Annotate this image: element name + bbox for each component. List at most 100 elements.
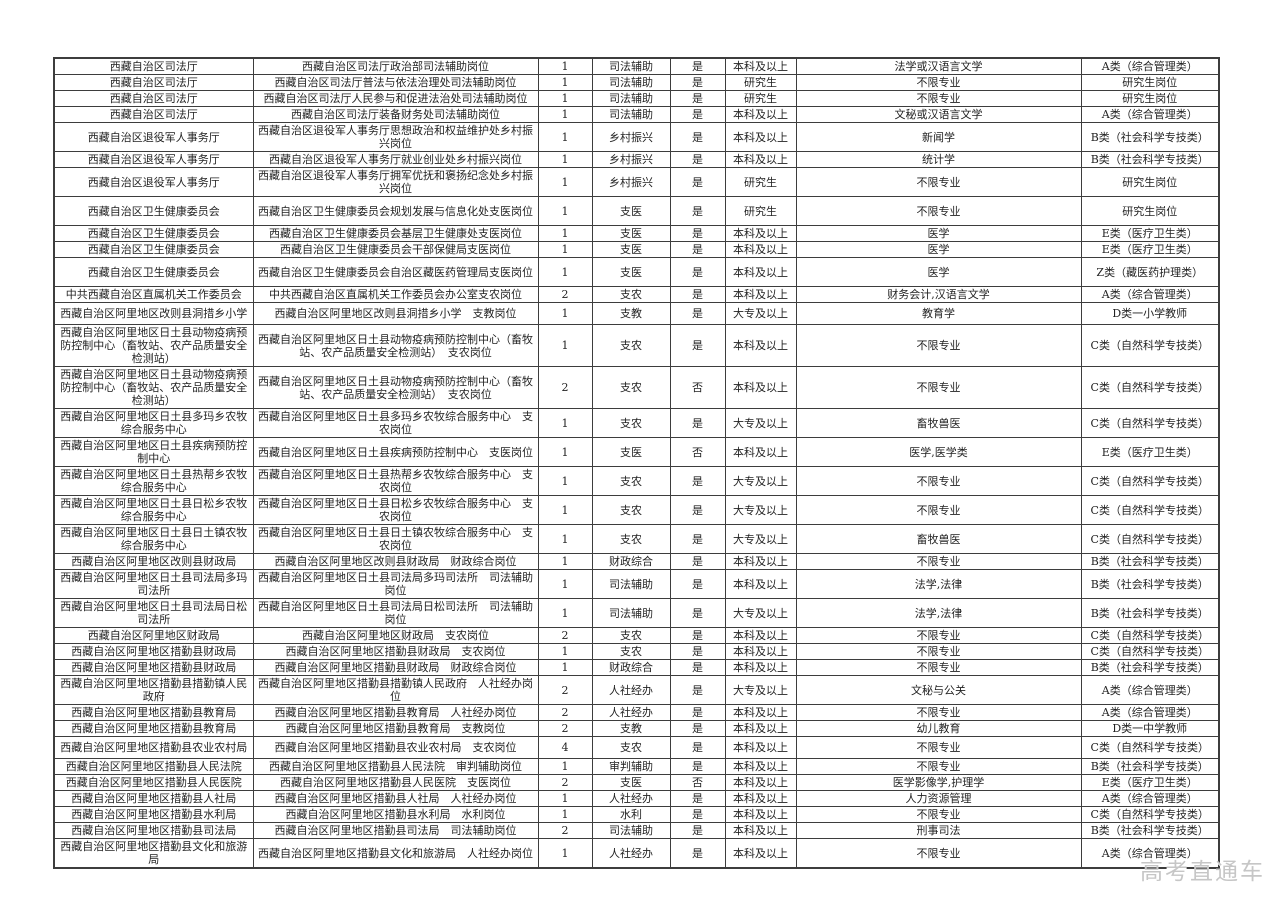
cell-major: 畜牧兽医 [795,524,1082,554]
cell-unit: 西藏自治区阿里地区措勤县措勤镇人民政府 [53,675,254,705]
cell-targeted-flag: 是 [669,151,726,168]
cell-post-type: 支医 [591,196,671,226]
cell-exam-category: 研究生岗位 [1080,167,1220,197]
cell-position-name: 西藏自治区阿里地区改则县洞措乡小学 支教岗位 [252,302,539,325]
cell-targeted-flag: 是 [669,704,726,721]
cell-unit: 西藏自治区阿里地区改则县洞措乡小学 [53,302,254,325]
cell-exam-category: C类（自然科学专技类） [1080,736,1220,759]
cell-unit: 西藏自治区阿里地区措勤县财政局 [53,659,254,676]
cell-education: 大专及以上 [724,524,797,554]
cell-openings: 1 [537,553,593,570]
cell-position-name: 西藏自治区卫生健康委员会规划发展与信息化处支医岗位 [252,196,539,226]
cell-position-name: 西藏自治区阿里地区措勤县人民法院 审判辅助岗位 [252,758,539,775]
cell-post-type: 财政综合 [591,553,671,570]
cell-education: 本科及以上 [724,659,797,676]
table-row: 西藏自治区阿里地区措勤县司法局 西藏自治区阿里地区措勤县司法局 司法辅助岗位 2 司法… [53,822,1220,839]
table-row: 西藏自治区阿里地区措勤县教育局 西藏自治区阿里地区措勤县教育局 支教岗位 2 支教是本… [53,720,1220,737]
cell-education: 本科及以上 [724,286,797,303]
cell-targeted-flag: 是 [669,106,726,123]
cell-position-name: 西藏自治区阿里地区措勤县农业农村局 支农岗位 [252,736,539,759]
cell-unit: 西藏自治区卫生健康委员会 [53,257,254,287]
cell-education: 本科及以上 [724,106,797,123]
table-row: 西藏自治区阿里地区措勤县财政局 西藏自治区阿里地区措勤县财政局 财政综合岗位 1 财政… [53,659,1220,676]
cell-unit: 西藏自治区阿里地区财政局 [53,627,254,644]
table-row: 西藏自治区阿里地区日土县动物疫病预防控制中心（畜牧站、农产品质量安全检测站） 西藏… [53,366,1220,409]
cell-post-type: 支教 [591,302,671,325]
cell-position-name: 西藏自治区阿里地区措勤县教育局 支教岗位 [252,720,539,737]
cell-education: 本科及以上 [724,774,797,791]
cell-targeted-flag: 是 [669,57,726,75]
cell-major: 医学 [795,257,1082,287]
cell-major: 法学或汉语言文学 [795,57,1082,75]
cell-targeted-flag: 是 [669,790,726,807]
cell-post-type: 支医 [591,225,671,242]
table-row: 西藏自治区卫生健康委员会 西藏自治区卫生健康委员会自治区藏医药管理局支医岗位 1 支医… [53,257,1220,287]
cell-major: 不限专业 [795,495,1082,525]
cell-education: 本科及以上 [724,553,797,570]
cell-unit: 西藏自治区司法厅 [53,74,254,91]
table-row: 西藏自治区阿里地区日土县动物疫病预防控制中心（畜牧站、农产品质量安全检测站） 西藏… [53,324,1220,367]
cell-post-type: 乡村振兴 [591,122,671,152]
cell-position-name: 西藏自治区退役军人事务厅拥军优抚和褒扬纪念处乡村振兴岗位 [252,167,539,197]
table-row: 西藏自治区阿里地区改则县洞措乡小学 西藏自治区阿里地区改则县洞措乡小学 支教岗位 1… [53,302,1220,325]
cell-post-type: 人社经办 [591,790,671,807]
cell-openings: 1 [537,225,593,242]
cell-education: 大专及以上 [724,495,797,525]
cell-post-type: 支农 [591,736,671,759]
cell-targeted-flag: 是 [669,598,726,628]
cell-targeted-flag: 是 [669,627,726,644]
table-row: 西藏自治区阿里地区措勤县文化和旅游局 西藏自治区阿里地区措勤县文化和旅游局 人社经… [53,838,1220,869]
cell-targeted-flag: 是 [669,569,726,599]
cell-openings: 2 [537,675,593,705]
cell-position-name: 西藏自治区阿里地区措勤县财政局 财政综合岗位 [252,659,539,676]
cell-major: 文秘与公关 [795,675,1082,705]
cell-major: 医学 [795,241,1082,258]
table-row: 西藏自治区阿里地区措勤县措勤镇人民政府 西藏自治区阿里地区措勤县措勤镇人民政府 人… [53,675,1220,705]
cell-post-type: 支农 [591,466,671,496]
cell-post-type: 支农 [591,408,671,438]
cell-openings: 1 [537,90,593,107]
cell-position-name: 西藏自治区阿里地区措勤县水利局 水利岗位 [252,806,539,823]
cell-targeted-flag: 是 [669,74,726,91]
cell-exam-category: C类（自然科学专技类） [1080,466,1220,496]
cell-targeted-flag: 是 [669,167,726,197]
cell-unit: 西藏自治区卫生健康委员会 [53,196,254,226]
cell-openings: 1 [537,74,593,91]
cell-openings: 1 [537,659,593,676]
cell-exam-category: B类（社会科学专技类） [1080,822,1220,839]
cell-major: 刑事司法 [795,822,1082,839]
cell-openings: 2 [537,720,593,737]
cell-post-type: 支农 [591,324,671,367]
cell-targeted-flag: 是 [669,122,726,152]
cell-major: 医学,医学类 [795,437,1082,467]
cell-education: 本科及以上 [724,324,797,367]
cell-unit: 西藏自治区阿里地区改则县财政局 [53,553,254,570]
cell-exam-category: B类（社会科学专技类） [1080,659,1220,676]
cell-position-name: 西藏自治区阿里地区日土县热帮乡农牧综合服务中心 支农岗位 [252,466,539,496]
cell-openings: 1 [537,122,593,152]
cell-unit: 西藏自治区阿里地区日土县多玛乡农牧综合服务中心 [53,408,254,438]
cell-major: 不限专业 [795,553,1082,570]
cell-exam-category: C类（自然科学专技类） [1080,366,1220,409]
table-row: 西藏自治区退役军人事务厅 西藏自治区退役军人事务厅就业创业处乡村振兴岗位 1 乡村振兴… [53,151,1220,168]
cell-openings: 1 [537,524,593,554]
cell-unit: 西藏自治区阿里地区日土县动物疫病预防控制中心（畜牧站、农产品质量安全检测站） [53,324,254,367]
table-row: 西藏自治区司法厅 西藏自治区司法厅政治部司法辅助岗位 1 司法辅助是本科及以上 法学或汉… [53,57,1220,75]
cell-unit: 西藏自治区阿里地区措勤县教育局 [53,720,254,737]
cell-openings: 1 [537,598,593,628]
cell-unit: 西藏自治区司法厅 [53,57,254,75]
cell-unit: 西藏自治区阿里地区措勤县农业农村局 [53,736,254,759]
cell-education: 本科及以上 [724,643,797,660]
cell-position-name: 西藏自治区卫生健康委员会自治区藏医药管理局支医岗位 [252,257,539,287]
cell-major: 不限专业 [795,324,1082,367]
cell-openings: 2 [537,704,593,721]
cell-targeted-flag: 是 [669,257,726,287]
cell-major: 文秘或汉语言文学 [795,106,1082,123]
cell-post-type: 人社经办 [591,704,671,721]
cell-unit: 西藏自治区阿里地区日土县司法局多玛司法所 [53,569,254,599]
cell-major: 幼儿教育 [795,720,1082,737]
cell-openings: 1 [537,106,593,123]
table-row: 西藏自治区司法厅 西藏自治区司法厅装备财务处司法辅助岗位 1 司法辅助是本科及以上 文秘… [53,106,1220,123]
cell-exam-category: 研究生岗位 [1080,74,1220,91]
cell-post-type: 司法辅助 [591,569,671,599]
